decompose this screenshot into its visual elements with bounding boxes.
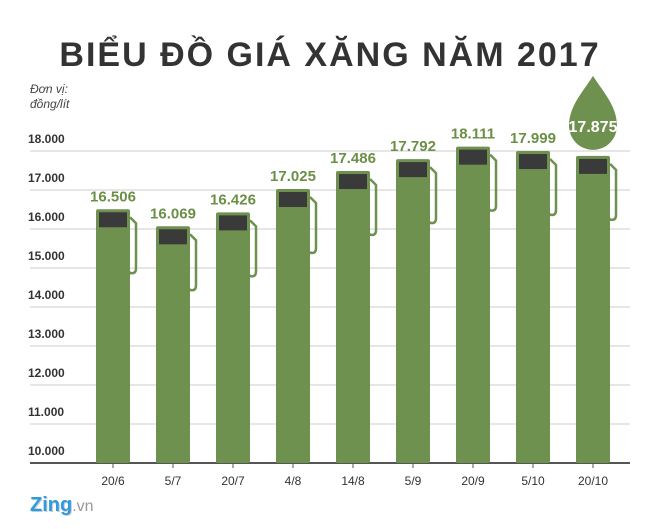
x-tick-label: 5/9	[405, 474, 422, 488]
pump-nozzle-icon	[486, 153, 498, 212]
bar	[336, 171, 370, 463]
pump-nozzle-icon	[306, 196, 318, 255]
y-tick-label: 10.000	[28, 444, 65, 458]
value-label: 17.025	[270, 168, 316, 185]
bar-4/8	[276, 189, 318, 468]
bar	[96, 209, 130, 463]
x-tick-label: 5/10	[521, 474, 545, 488]
value-label: 17.999	[510, 130, 556, 147]
pump-nozzle-icon	[246, 219, 258, 278]
value-label: 16.506	[90, 188, 136, 205]
y-tick-label: 11.000	[28, 405, 64, 419]
value-label: 16.426	[210, 191, 256, 208]
x-tick-label: 5/7	[165, 474, 182, 488]
y-tick-label: 14.000	[28, 288, 65, 302]
bar	[396, 159, 430, 463]
x-tick-label: 14/8	[341, 474, 365, 488]
bar-20/10	[576, 155, 618, 468]
pump-nozzle-icon	[126, 216, 138, 275]
pump-nozzle-icon	[606, 162, 618, 222]
x-tick-label: 20/7	[221, 474, 245, 488]
y-tick-label: 12.000	[28, 366, 65, 380]
unit-label-2: đồng/lít	[30, 97, 70, 111]
y-tick-label: 18.000	[28, 132, 65, 146]
y-tick-label: 13.000	[28, 327, 65, 341]
pump-screen	[459, 149, 487, 165]
pump-screen	[339, 174, 367, 190]
unit-label-1: Đơn vị:	[30, 82, 68, 96]
value-label: 18.111	[451, 126, 495, 143]
bar-5/10	[516, 151, 558, 468]
value-label: 17.792	[390, 138, 436, 155]
pump-screen	[99, 212, 127, 228]
pump-screen	[519, 154, 547, 170]
pump-screen	[579, 158, 607, 174]
x-tick-label: 20/6	[101, 474, 125, 488]
pump-nozzle-icon	[186, 233, 198, 292]
pump-screen	[219, 215, 247, 231]
value-label: 17.486	[330, 150, 376, 167]
bar	[516, 151, 550, 463]
value-label: 16.069	[150, 205, 196, 222]
bar-5/9	[396, 159, 438, 468]
bar	[456, 146, 490, 463]
bar	[216, 212, 250, 463]
chart-title: BIỂU ĐỒ GIÁ XĂNG NĂM 2017	[59, 36, 600, 74]
bar-20/6	[96, 209, 138, 468]
highlight-drop-icon	[569, 75, 617, 150]
pump-screen	[399, 162, 427, 178]
value-label: 17.875	[569, 119, 618, 136]
pump-nozzle-icon	[366, 178, 378, 237]
bar-20/9	[456, 146, 498, 468]
logo-suffix: .vn	[72, 498, 94, 515]
pump-nozzle-icon	[546, 158, 558, 217]
zing-logo: Zing.vn	[30, 494, 94, 517]
y-tick-label: 17.000	[28, 171, 65, 185]
y-tick-label: 16.000	[28, 210, 65, 224]
y-tick-label: 15.000	[28, 249, 65, 263]
bar	[156, 226, 190, 463]
x-tick-label: 4/8	[285, 474, 302, 488]
x-tick-label: 20/10	[578, 474, 608, 488]
bar-14/8	[336, 171, 378, 468]
bar-5/7	[156, 226, 198, 468]
bar	[576, 155, 610, 463]
x-tick-label: 20/9	[461, 474, 485, 488]
pump-screen	[159, 229, 187, 245]
bar	[276, 189, 310, 463]
pump-screen	[279, 192, 307, 208]
bar-20/7	[216, 212, 258, 468]
pump-nozzle-icon	[426, 166, 438, 225]
logo-text: Zing	[30, 494, 73, 516]
